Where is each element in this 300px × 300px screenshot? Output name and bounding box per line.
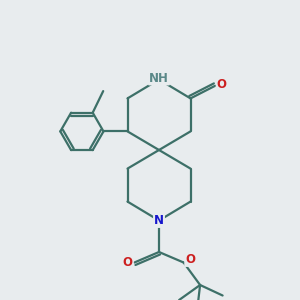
- Text: NH: NH: [149, 71, 169, 85]
- Text: O: O: [185, 253, 195, 266]
- Text: O: O: [123, 256, 133, 269]
- Text: N: N: [154, 214, 164, 227]
- Text: O: O: [217, 78, 227, 91]
